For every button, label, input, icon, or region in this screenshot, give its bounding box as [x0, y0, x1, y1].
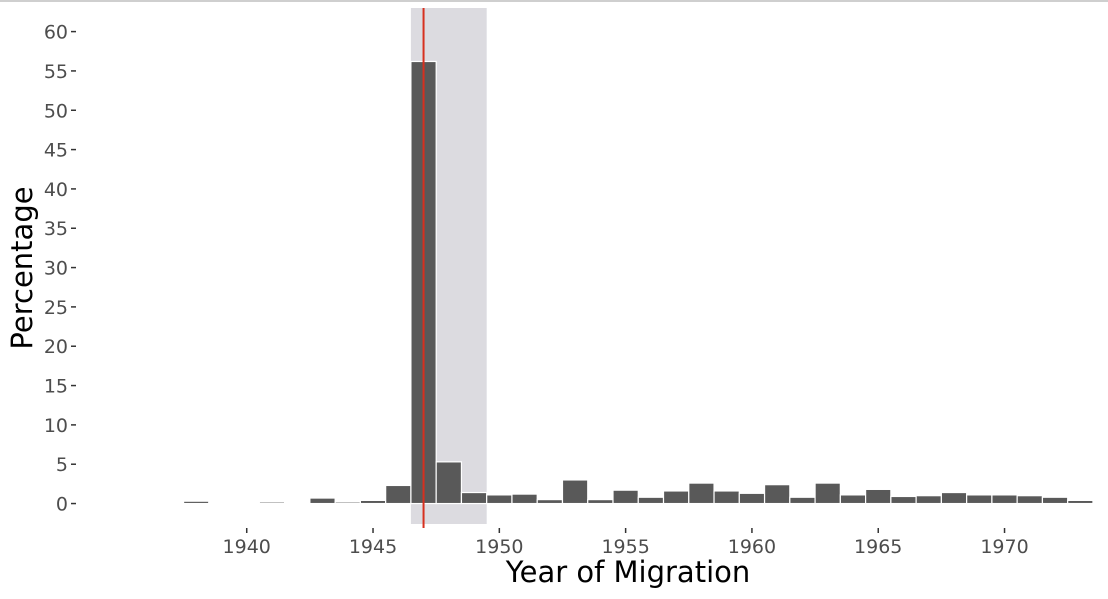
bar: [435, 461, 463, 505]
bar: [334, 501, 361, 505]
bar: [233, 502, 260, 505]
bar: [688, 482, 715, 505]
y-tick-label: 30: [44, 258, 68, 280]
bar: [284, 501, 311, 505]
bar: [309, 497, 336, 505]
y-tick-label: 55: [44, 61, 68, 83]
y-axis-title: Percentage: [5, 186, 39, 349]
x-tick-label: 1965: [854, 536, 902, 558]
y-tick-label: 10: [44, 415, 68, 437]
bar: [486, 494, 513, 505]
y-tick-label: 0: [56, 494, 68, 516]
bar: [157, 501, 185, 505]
y-tick-label: 50: [44, 100, 68, 122]
bar: [536, 499, 564, 505]
bar: [890, 495, 917, 505]
bar: [637, 496, 665, 505]
bar: [258, 501, 286, 505]
bar: [1041, 496, 1069, 505]
x-tick-label: 1950: [475, 536, 523, 558]
bar: [561, 479, 589, 505]
bar: [713, 490, 740, 505]
y-axis: 0 5 10 15 20 25 30 35 40 45 50 55 60: [44, 22, 76, 516]
bar: [966, 494, 993, 505]
bar: [208, 502, 235, 505]
bar: [940, 491, 968, 505]
x-axis-title: Year of Migration: [505, 555, 751, 589]
bar: [460, 491, 488, 505]
bar: [182, 500, 210, 505]
bar: [789, 496, 816, 505]
x-tick-label: 1970: [980, 536, 1028, 558]
bar: [865, 488, 892, 505]
y-tick-label: 35: [44, 218, 68, 240]
bar: [915, 495, 942, 505]
bar: [587, 499, 614, 505]
bar: [738, 492, 766, 505]
y-tick-label: 60: [44, 22, 68, 44]
y-tick-label: 40: [44, 179, 68, 201]
bars-layer: [132, 60, 1094, 505]
y-tick-label: 45: [44, 140, 68, 162]
x-tick-label: 1955: [601, 536, 649, 558]
bar: [1016, 495, 1044, 505]
bar: [359, 499, 387, 505]
bar: [839, 494, 867, 505]
y-tick-label: 5: [56, 454, 68, 476]
x-tick-label: 1945: [349, 536, 397, 558]
bar: [511, 493, 538, 505]
x-axis: 1940 1945 1950 1955 1960 1965 1970: [223, 528, 1029, 558]
top-border: [0, 0, 1108, 2]
bar: [385, 484, 412, 505]
x-tick-label: 1960: [728, 536, 776, 558]
bar: [1067, 499, 1094, 505]
bar: [991, 494, 1018, 505]
y-tick-label: 25: [44, 297, 68, 319]
bar: [612, 489, 639, 505]
bar: [662, 490, 690, 505]
y-tick-label: 20: [44, 336, 68, 358]
y-tick-label: 15: [44, 376, 68, 398]
bar: [814, 482, 841, 505]
bar: [763, 484, 791, 505]
bar: [132, 502, 159, 505]
x-tick-label: 1940: [223, 536, 271, 558]
